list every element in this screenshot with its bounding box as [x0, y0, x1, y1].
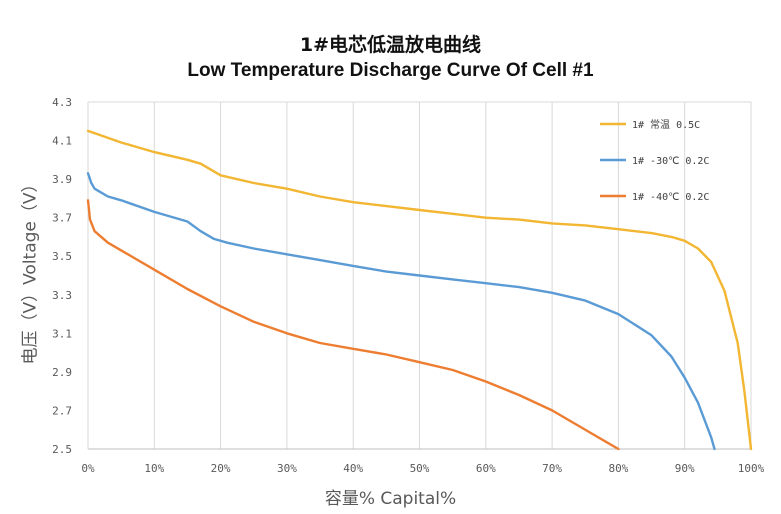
x-tick-label: 70%: [542, 462, 562, 475]
y-tick-label: 3.9: [52, 173, 72, 186]
legend: 1# 常温 0.5C 1# -30℃ 0.2C 1# -40℃ 0.2C: [600, 118, 709, 203]
legend-label-2: 1# -30℃ 0.2C: [632, 156, 709, 167]
series-line-1: [86, 129, 753, 451]
legend-label-3: 1# -40℃ 0.2C: [632, 192, 709, 203]
y-tick-label: 3.7: [52, 212, 72, 225]
x-tick-label: 30%: [277, 462, 297, 475]
y-tick-label: 3.3: [52, 289, 72, 302]
series-line-2: [86, 172, 716, 451]
x-axis-label: 容量% Capital%: [324, 489, 457, 509]
y-tick-label: 3.5: [52, 250, 72, 263]
x-tick-label: 60%: [476, 462, 496, 475]
y-tick-label: 4.1: [52, 135, 72, 148]
x-tick-label: 20%: [211, 462, 231, 475]
y-tick-label: 2.9: [52, 366, 72, 379]
x-tick-label: 50%: [410, 462, 430, 475]
y-tick-label: 2.7: [52, 404, 72, 417]
tick-labels: 0% 10% 20% 30% 40% 50% 60% 70% 80% 90% 100% 2.5 2.7 2…: [52, 96, 764, 475]
chart-title: 1#电芯低温放电曲线: [299, 34, 482, 56]
legend-label-1: 1# 常温 0.5C: [632, 118, 700, 131]
y-tick-label: 4.3: [52, 96, 72, 109]
series-lines: [86, 129, 753, 451]
x-tick-label: 100%: [738, 462, 765, 475]
x-tick-label: 0%: [81, 462, 95, 475]
grid-lines: [87, 101, 752, 450]
y-tick-label: 3.1: [52, 327, 72, 340]
x-tick-label: 10%: [144, 462, 164, 475]
y-tick-label: 2.5: [52, 443, 72, 456]
x-tick-label: 90%: [675, 462, 695, 475]
x-tick-label: 40%: [343, 462, 363, 475]
chart-subtitle: Low Temperature Discharge Curve Of Cell …: [187, 60, 594, 81]
series-line-3: [86, 199, 620, 451]
x-tick-label: 80%: [608, 462, 628, 475]
